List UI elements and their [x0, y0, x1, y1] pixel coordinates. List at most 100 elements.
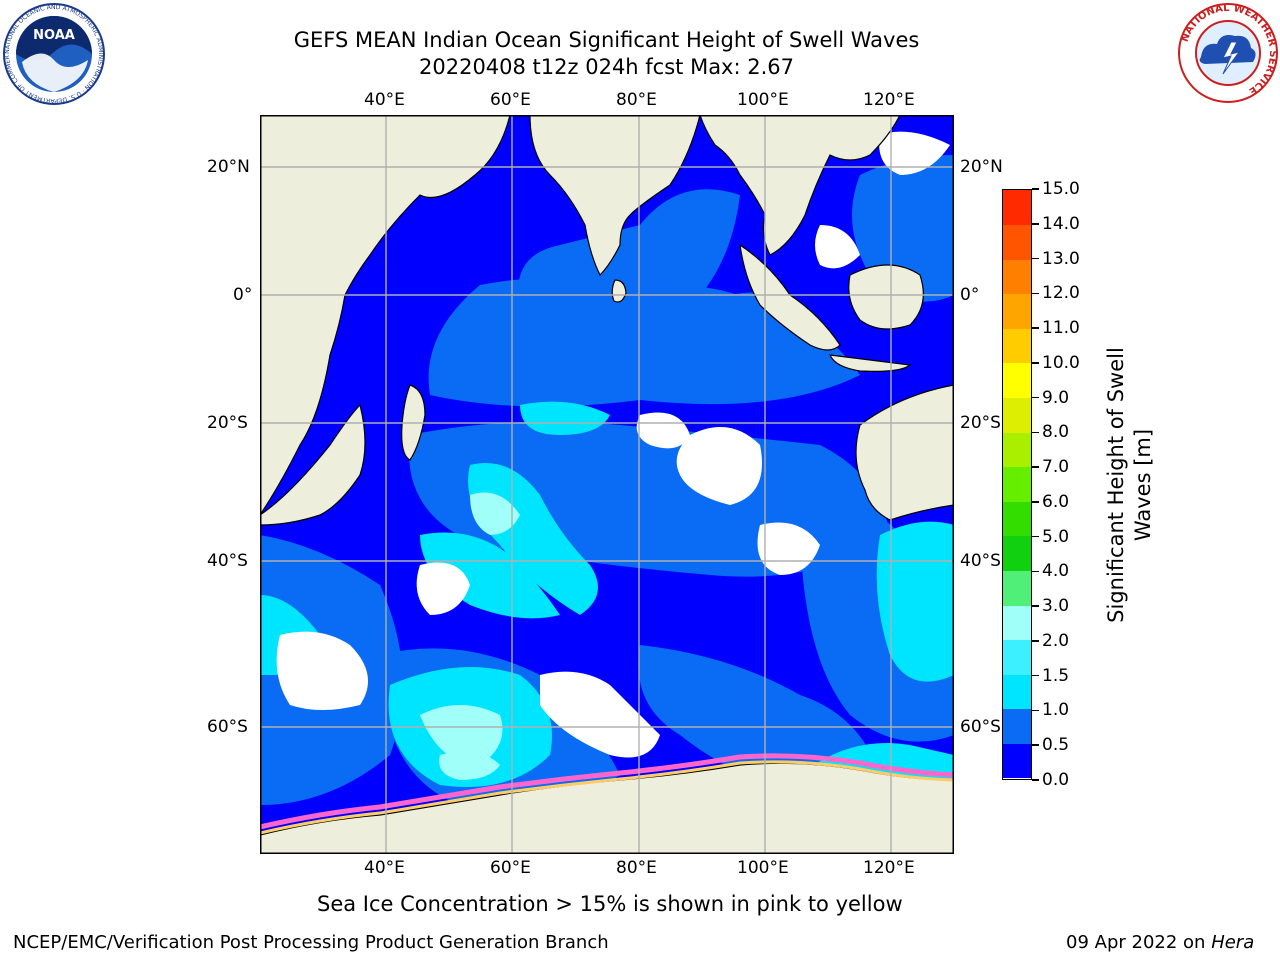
map-gridlines: [260, 115, 954, 854]
map-panel: [260, 115, 954, 854]
colorbar-tick-label: 1.5: [1042, 665, 1070, 686]
colorbar-tick-mark: [1032, 188, 1039, 190]
noaa-logo: NATIONAL OCEANIC AND ATMOSPHERIC ADMINIS…: [2, 2, 105, 105]
right-tick-20n: 20°N: [960, 157, 1003, 177]
colorbar-segment: [1003, 259, 1031, 295]
colorbar-segment: [1003, 570, 1031, 606]
bottom-tick-40e: 40°E: [364, 858, 405, 878]
colorbar-segment: [1003, 224, 1031, 260]
swell-band-1-5-2-0: [420, 492, 520, 780]
chart-title-line1: GEFS MEAN Indian Ocean Significant Heigh…: [293, 28, 920, 52]
colorbar-tick-mark: [1032, 223, 1039, 225]
colorbar-tick-label: 2.0: [1042, 630, 1070, 651]
colorbar-tick-label: 4.0: [1042, 561, 1070, 582]
colorbar-segment: [1003, 293, 1031, 329]
colorbar-tick-mark: [1032, 431, 1039, 434]
sea-ice-caption: Sea Ice Concentration > 15% is shown in …: [317, 892, 903, 916]
bottom-tick-100e: 100°E: [737, 858, 789, 878]
colorbar-segment: [1003, 362, 1031, 399]
colorbar-tick-mark: [1032, 501, 1039, 503]
colorbar-segment: [1003, 190, 1031, 226]
colorbar-tick-label: 7.0: [1042, 457, 1070, 478]
colorbar-tick-label: 8.0: [1042, 422, 1070, 443]
colorbar-tick-label: 12.0: [1042, 283, 1080, 304]
land-africa: [260, 403, 366, 526]
land-indochina: [699, 115, 901, 256]
colorbar-segment: [1003, 328, 1031, 364]
top-tick-40e: 40°E: [364, 90, 405, 110]
colorbar-tick-mark: [1032, 535, 1039, 538]
land-arabia: [260, 115, 511, 517]
land-australia: [855, 384, 954, 521]
colorbar-tick-mark: [1032, 257, 1039, 260]
right-tick-40s: 40°S: [960, 551, 1001, 571]
top-tick-120e: 120°E: [863, 90, 915, 110]
land-india: [529, 115, 701, 277]
bottom-tick-80e: 80°E: [616, 858, 657, 878]
top-tick-80e: 80°E: [616, 90, 657, 110]
land-srilanka: [611, 279, 627, 303]
colorbar-segment: [1003, 466, 1031, 502]
colorbar-tick-mark: [1032, 362, 1039, 364]
chart-title-line2: 20220408 t12z 024h fcst Max: 2.67: [419, 55, 794, 79]
left-tick-20n: 20°N: [207, 157, 250, 177]
colorbar-segment: [1003, 397, 1031, 433]
top-tick-100e: 100°E: [737, 90, 789, 110]
colorbar-tick-mark: [1032, 674, 1039, 677]
map-frame: [260, 115, 954, 854]
left-tick-0: 0°: [233, 285, 253, 305]
land-borneo: [848, 264, 924, 330]
footer-date: 09 Apr 2022 on: [1066, 932, 1206, 953]
colorbar-segment: [1003, 501, 1031, 537]
colorbar-tick-label: 11.0: [1042, 318, 1080, 339]
colorbar-tick-label: 3.0: [1042, 596, 1070, 617]
right-tick-60s: 60°S: [960, 717, 1001, 737]
top-tick-60e: 60°E: [490, 90, 531, 110]
colorbar-tick-label: 5.0: [1042, 526, 1070, 547]
sea-ice-edge: [260, 753, 954, 835]
colorbar-tick-label: 9.0: [1042, 387, 1070, 408]
right-tick-0: 0°: [960, 285, 980, 305]
colorbar-label-line1: Significant Height of Swell: [1104, 347, 1128, 623]
bottom-tick-60e: 60°E: [490, 858, 531, 878]
colorbar-tick-label: 14.0: [1042, 213, 1080, 234]
colorbar-segment: [1003, 708, 1031, 744]
colorbar-tick-mark: [1032, 605, 1039, 607]
colorbar-tick-mark: [1032, 396, 1039, 399]
colorbar-segment: [1003, 605, 1031, 641]
colorbar-tick-label: 6.0: [1042, 491, 1070, 512]
colorbar-segment: [1003, 639, 1031, 675]
right-tick-20s: 20°S: [960, 413, 1001, 433]
land-java: [829, 354, 912, 372]
colorbar-segment: [1003, 674, 1031, 710]
left-tick-20s: 20°S: [207, 413, 248, 433]
colorbar-tick-label: 10.0: [1042, 352, 1080, 373]
colorbar-segment: [1003, 535, 1031, 571]
colorbar-tick-mark: [1032, 466, 1039, 468]
colorbar-segment: [1003, 743, 1031, 779]
footer-right: 09 Apr 2022 on Hera: [1066, 932, 1254, 954]
footer-host: Hera: [1211, 932, 1255, 953]
bottom-tick-120e: 120°E: [863, 858, 915, 878]
colorbar-tick-label: 13.0: [1042, 248, 1080, 269]
left-tick-40s: 40°S: [207, 551, 248, 571]
noaa-logo-text: NOAA: [33, 28, 75, 43]
colorbar-tick-label: 1.0: [1042, 700, 1070, 721]
colorbar-tick-label: 15.0: [1042, 179, 1080, 199]
colorbar-tick-mark: [1032, 640, 1039, 642]
left-tick-60s: 60°S: [207, 717, 248, 737]
colorbar-tick-label: 0.0: [1042, 770, 1070, 790]
colorbar: [1002, 189, 1032, 780]
colorbar-tick-label: 0.5: [1042, 735, 1070, 756]
colorbar-tick-mark: [1032, 779, 1039, 781]
colorbar-tick-mark: [1032, 292, 1039, 295]
missing-data-areas: [276, 131, 950, 758]
colorbar-ticks: 0.0 0.5 1.0 1.5 2.0 3.0 4.0 5.0 6.0 7.0 8.0 9.0 10.0…: [1032, 0, 1112, 960]
footer-left: NCEP/EMC/Verification Post Processing Pr…: [13, 932, 609, 953]
colorbar-label-line2: Waves [m]: [1131, 428, 1155, 542]
nws-logo: NATIONAL WEATHER SERVICE: [1178, 3, 1278, 103]
colorbar-tick-mark: [1032, 570, 1039, 573]
colorbar-tick-mark: [1032, 709, 1039, 712]
colorbar-segment: [1003, 432, 1031, 468]
colorbar-tick-mark: [1032, 744, 1039, 746]
